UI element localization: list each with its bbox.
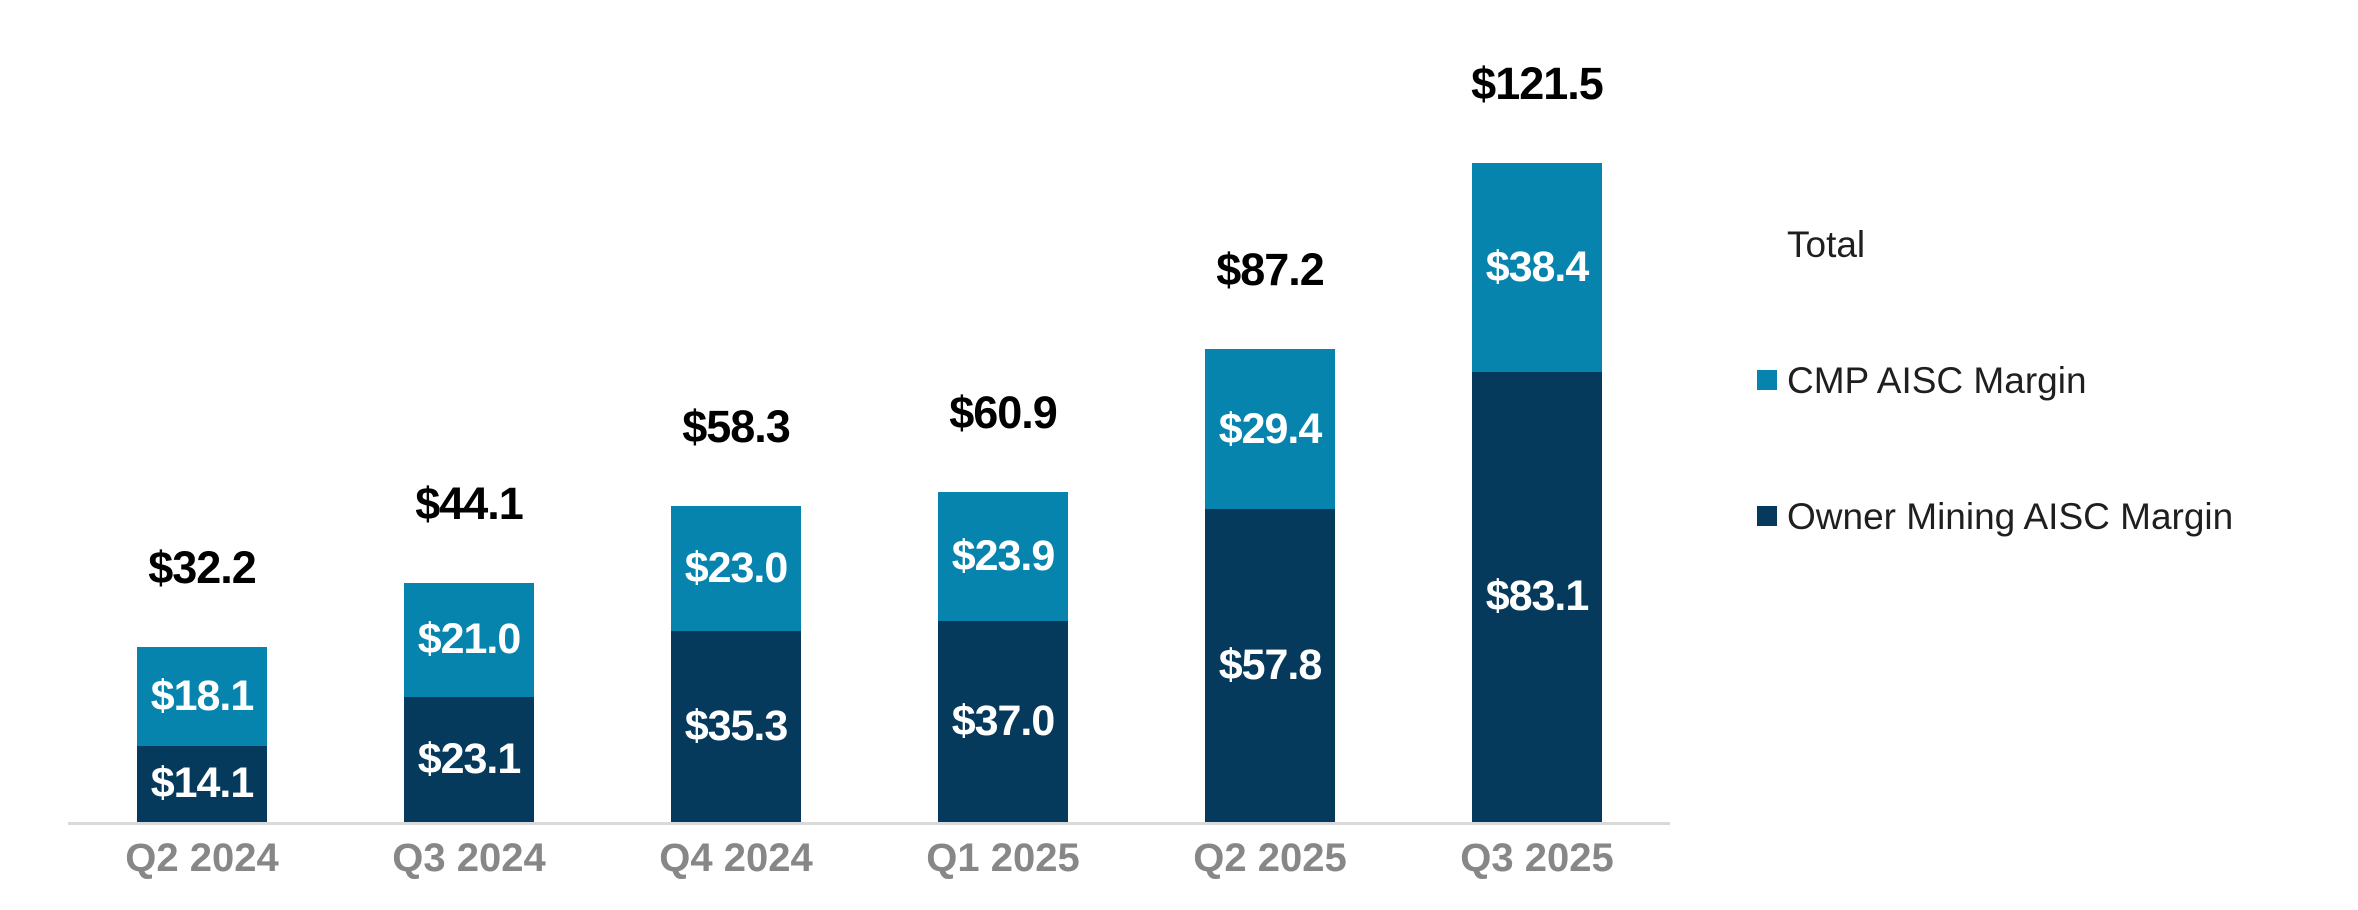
- cmp-aisc-margin-segment: $23.0: [671, 506, 801, 631]
- owner-mining-aisc-margin-segment: $14.1: [137, 745, 267, 822]
- legend-item-owner-mining-aisc-margin: Owner Mining AISC Margin: [1757, 492, 2233, 540]
- owner-value-label: $14.1: [150, 759, 255, 808]
- bar-stack: $18.1 $14.1: [137, 647, 267, 822]
- bar-stack: $23.0 $35.3: [671, 506, 801, 822]
- bar-stack: $21.0 $23.1: [404, 582, 534, 822]
- cmp-aisc-margin-segment: $23.9: [938, 491, 1068, 622]
- x-axis-category-label: Q1 2025: [926, 836, 1080, 880]
- x-axis-category-label: Q4 2024: [659, 836, 813, 880]
- cmp-value-label: $23.9: [951, 532, 1056, 581]
- bar-group: $32.2 $18.1 $14.1 Q2 2024: [70, 0, 334, 910]
- owner-value-label: $57.8: [1218, 640, 1323, 689]
- cmp-value-label: $29.4: [1218, 404, 1323, 453]
- cmp-aisc-margin-segment: $21.0: [404, 582, 534, 697]
- bar-group: $58.3 $23.0 $35.3 Q4 2024: [604, 0, 868, 910]
- cmp-value-label: $18.1: [150, 672, 255, 721]
- owner-value-label: $35.3: [684, 701, 789, 750]
- owner-value-label: $23.1: [417, 734, 522, 783]
- x-axis-category-label: Q3 2025: [1460, 836, 1614, 880]
- bar-group: $121.5 $38.4 $83.1 Q3 2025: [1405, 0, 1669, 910]
- legend-item-total: Total: [1757, 220, 2233, 268]
- total-value-label: $121.5: [1471, 58, 1604, 110]
- bar-stack: $38.4 $83.1: [1472, 163, 1602, 822]
- cmp-aisc-margin-segment: $38.4: [1472, 163, 1602, 372]
- legend-swatch-icon: [1757, 506, 1777, 526]
- x-axis-category-label: Q2 2025: [1193, 836, 1347, 880]
- owner-mining-aisc-margin-segment: $35.3: [671, 630, 801, 822]
- bar-stack: $23.9 $37.0: [938, 491, 1068, 822]
- bar-group: $87.2 $29.4 $57.8 Q2 2025: [1138, 0, 1402, 910]
- owner-mining-aisc-margin-segment: $57.8: [1205, 508, 1335, 822]
- owner-value-label: $83.1: [1485, 572, 1590, 621]
- x-axis-line: [68, 822, 1670, 825]
- legend-item-cmp-aisc-margin: CMP AISC Margin: [1757, 356, 2233, 404]
- legend-item-label: Total: [1787, 223, 1866, 265]
- cmp-aisc-margin-segment: $18.1: [137, 647, 267, 746]
- legend-swatch-icon: [1757, 370, 1777, 390]
- cmp-value-label: $23.0: [684, 543, 789, 592]
- total-value-label: $32.2: [148, 542, 257, 594]
- legend-item-label: CMP AISC Margin: [1787, 359, 2087, 401]
- total-value-label: $60.9: [949, 386, 1058, 438]
- cmp-value-label: $38.4: [1485, 243, 1590, 292]
- owner-value-label: $37.0: [951, 697, 1056, 746]
- bar-stack: $29.4 $57.8: [1205, 349, 1335, 822]
- bar-group: $60.9 $23.9 $37.0 Q1 2025: [871, 0, 1135, 910]
- x-axis-category-label: Q3 2024: [392, 836, 546, 880]
- cmp-value-label: $21.0: [417, 615, 522, 664]
- total-value-label: $44.1: [415, 477, 524, 529]
- owner-mining-aisc-margin-segment: $37.0: [938, 621, 1068, 822]
- total-value-label: $87.2: [1216, 244, 1325, 296]
- legend-item-label: Owner Mining AISC Margin: [1787, 495, 2234, 537]
- total-value-label: $58.3: [682, 401, 791, 453]
- owner-mining-aisc-margin-segment: $23.1: [404, 696, 534, 822]
- cmp-aisc-margin-segment: $29.4: [1205, 349, 1335, 509]
- owner-mining-aisc-margin-segment: $83.1: [1472, 371, 1602, 822]
- chart-legend: Total CMP AISC Margin Owner Mining AISC …: [1757, 220, 2233, 540]
- bar-group: $44.1 $21.0 $23.1 Q3 2024: [337, 0, 601, 910]
- x-axis-category-label: Q2 2024: [125, 836, 279, 880]
